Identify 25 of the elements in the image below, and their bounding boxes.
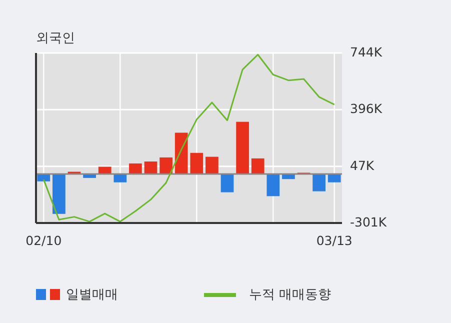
x-tick-label: 03/13 bbox=[316, 233, 352, 248]
bar bbox=[251, 158, 264, 174]
bar bbox=[52, 174, 66, 214]
x-tick-label: 02/10 bbox=[26, 233, 62, 248]
line-series bbox=[42, 54, 336, 222]
legend-label: 누적 매매동향 bbox=[249, 288, 332, 303]
bar bbox=[129, 163, 142, 174]
bar bbox=[174, 132, 188, 174]
y-tick-label: -301K bbox=[350, 214, 388, 230]
bar bbox=[328, 174, 341, 182]
chart-title: 외국인 bbox=[36, 31, 75, 46]
y-tick-label: 744K bbox=[350, 44, 383, 60]
bar bbox=[206, 156, 218, 174]
y-tick-label: 396K bbox=[350, 101, 383, 116]
bar bbox=[236, 122, 249, 174]
bar bbox=[190, 152, 204, 174]
bar bbox=[160, 157, 172, 174]
bar bbox=[220, 174, 234, 192]
bar bbox=[98, 166, 112, 174]
legend-label: 일별매매 bbox=[66, 288, 118, 303]
bar bbox=[114, 174, 127, 182]
bar bbox=[144, 162, 158, 174]
bar bbox=[312, 174, 326, 192]
bar bbox=[266, 174, 280, 196]
y-tick-label: 47K bbox=[350, 158, 375, 173]
